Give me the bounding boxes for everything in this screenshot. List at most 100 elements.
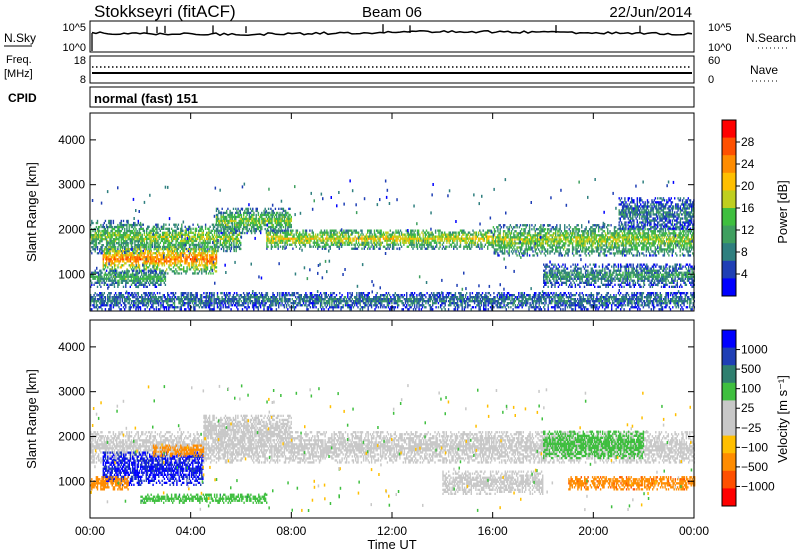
heatmap-cell — [133, 231, 135, 235]
heatmap-cell — [330, 229, 333, 232]
heatmap-cell — [253, 223, 255, 227]
heatmap-cell — [442, 233, 445, 236]
heatmap-cell — [353, 229, 355, 232]
heatmap-cell — [274, 233, 276, 236]
heatmap-cell — [463, 237, 465, 240]
heatmap-cell — [220, 219, 222, 223]
heatmap-cell — [659, 232, 661, 235]
heatmap-cell — [260, 213, 262, 217]
heatmap-cell — [156, 268, 159, 271]
heatmap-cell — [118, 227, 120, 231]
heatmap-cell — [553, 242, 556, 245]
heatmap-cell — [258, 219, 261, 223]
heatmap-cell — [519, 230, 522, 233]
heatmap-cell — [224, 219, 227, 223]
heatmap-cell — [105, 246, 108, 249]
heatmap-cell — [217, 223, 219, 227]
heatmap-cell — [453, 247, 455, 250]
heatmap-cell — [288, 225, 290, 229]
heatmap-cell — [191, 239, 193, 243]
heatmap-cell — [319, 233, 321, 236]
heatmap-cell — [599, 234, 601, 237]
heatmap-cell — [272, 211, 274, 215]
heatmap-cell — [331, 235, 334, 238]
heatmap-cell — [368, 229, 370, 232]
heatmap-cell — [114, 238, 117, 241]
heatmap-cell — [273, 217, 275, 221]
heatmap-cell — [141, 227, 143, 230]
heatmap-cell — [132, 256, 134, 259]
heatmap-cell — [459, 239, 462, 242]
heatmap-cell — [271, 239, 274, 242]
heatmap-cell — [278, 229, 280, 232]
heatmap-cell — [477, 237, 480, 240]
heatmap-cell — [412, 229, 414, 232]
heatmap-cell — [378, 239, 380, 242]
heatmap-cell — [514, 248, 516, 251]
heatmap-cell — [463, 239, 465, 242]
heatmap-cell — [300, 235, 302, 238]
heatmap-cell — [151, 239, 154, 243]
heatmap-cell — [432, 233, 434, 236]
heatmap-cell — [170, 239, 173, 243]
heatmap-cell — [575, 236, 577, 239]
heatmap-cell — [591, 246, 593, 249]
heatmap-cell — [217, 235, 219, 238]
heatmap-cell — [158, 248, 160, 251]
heatmap-cell — [241, 231, 244, 235]
heatmap-cell — [629, 230, 632, 233]
heatmap-cell — [212, 237, 215, 241]
heatmap-cell — [94, 240, 96, 243]
heatmap-cell — [556, 244, 558, 247]
heatmap-cell — [192, 231, 194, 234]
heatmap-cell — [547, 252, 549, 255]
heatmap-cell — [293, 233, 295, 236]
heatmap-cell — [233, 233, 235, 236]
heatmap-cell — [642, 252, 644, 255]
heatmap-cell — [641, 240, 643, 243]
heatmap-cell — [321, 233, 324, 236]
heatmap-cell — [564, 254, 566, 257]
heatmap-cell — [90, 242, 92, 245]
heatmap-cell — [276, 229, 278, 232]
heatmap-cell — [675, 246, 677, 249]
heatmap-cell — [583, 246, 585, 249]
heatmap-cell — [344, 241, 346, 244]
heatmap-cell — [500, 244, 502, 247]
heatmap-cell — [165, 247, 167, 251]
heatmap-cell — [474, 243, 476, 246]
heatmap-cell — [274, 219, 277, 223]
heatmap-cell — [312, 233, 314, 236]
heatmap-cell — [138, 246, 141, 249]
heatmap-cell — [237, 233, 240, 236]
heatmap-cell — [326, 231, 328, 234]
heatmap-cell — [236, 221, 238, 225]
heatmap-cell — [552, 248, 555, 251]
heatmap-cell — [471, 239, 473, 242]
heatmap-cell — [393, 245, 395, 248]
heatmap-cell — [348, 241, 351, 244]
heatmap-cell — [557, 250, 559, 253]
heatmap-cell — [686, 248, 688, 251]
heatmap-cell — [407, 235, 410, 238]
heatmap-cell — [595, 248, 598, 251]
heatmap-cell — [133, 223, 135, 227]
heatmap-cell — [268, 231, 270, 234]
heatmap-cell — [419, 245, 421, 248]
heatmap-cell — [207, 247, 209, 251]
heatmap-cell — [136, 234, 138, 237]
heatmap-cell — [504, 248, 506, 251]
heatmap-cell — [488, 241, 490, 244]
heatmap-cell — [158, 262, 160, 265]
heatmap-cell — [378, 237, 380, 240]
heatmap-cell — [508, 238, 510, 241]
heatmap-cell — [150, 241, 152, 245]
heatmap-cell — [474, 237, 476, 240]
heatmap-cell — [283, 239, 285, 242]
heatmap-cell — [253, 221, 255, 225]
heatmap-cell — [300, 233, 302, 236]
heatmap-cell — [385, 237, 387, 240]
heatmap-cell — [146, 241, 148, 245]
heatmap-cell — [266, 245, 268, 248]
heatmap-cell — [329, 235, 331, 238]
